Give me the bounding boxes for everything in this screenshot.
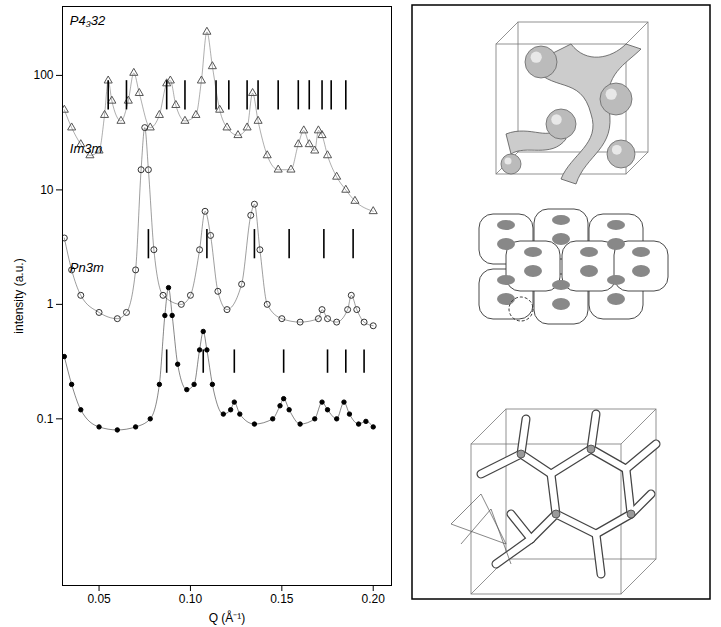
svg-text:100: 100 (33, 68, 53, 82)
svg-text:0.10: 0.10 (179, 592, 203, 606)
svg-text:Q (Å⁻¹): Q (Å⁻¹) (209, 610, 246, 625)
svg-text:10: 10 (40, 183, 54, 197)
svg-text:0.1: 0.1 (37, 412, 54, 426)
svg-text:1: 1 (47, 297, 54, 311)
svg-text:0.20: 0.20 (362, 592, 386, 606)
svg-text:0.15: 0.15 (270, 592, 294, 606)
svg-text:Im3m: Im3m (70, 141, 103, 156)
svg-text:0.05: 0.05 (87, 592, 111, 606)
svg-text:P4₃32: P4₃32 (70, 13, 106, 28)
svg-text:intensity (a.u.): intensity (a.u.) (12, 258, 26, 333)
svg-text:Pn3m: Pn3m (70, 260, 104, 275)
